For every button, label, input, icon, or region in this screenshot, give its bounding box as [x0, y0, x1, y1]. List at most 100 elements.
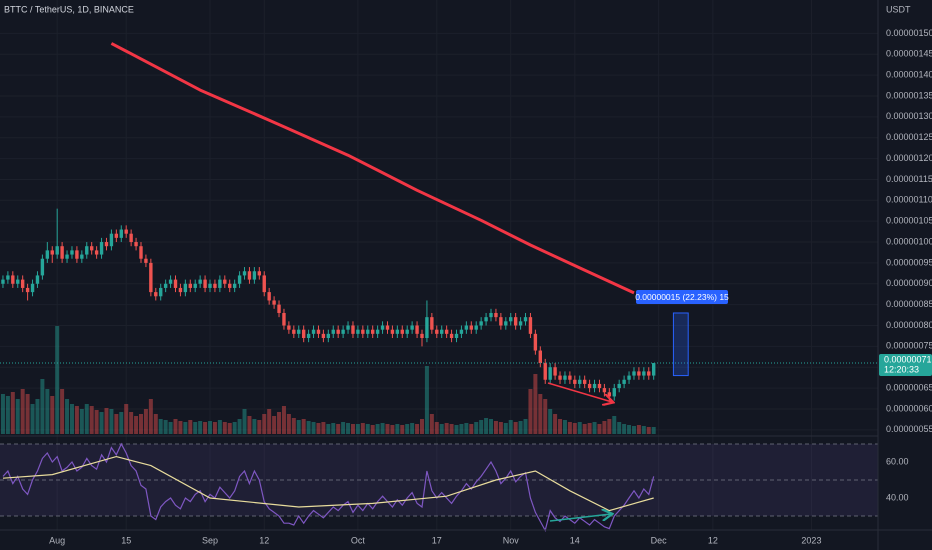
volume-bar — [212, 422, 217, 434]
volume-bar — [533, 374, 538, 434]
y-tick-label: 0.00000065 — [886, 382, 932, 392]
y-tick-label: 0.00000120 — [886, 153, 932, 163]
volume-bar — [153, 414, 158, 434]
volume-bar — [572, 423, 577, 434]
volume-bar — [582, 424, 587, 434]
y-tick-label: 0.00000100 — [886, 236, 932, 246]
candle-body — [533, 333, 538, 351]
candle-body — [597, 383, 602, 389]
volume-bar — [360, 423, 365, 434]
y-tick-label: 0.00000055 — [886, 424, 932, 434]
volume-bar — [79, 409, 84, 434]
volume-bar — [296, 420, 301, 434]
volume-bar — [355, 424, 360, 434]
candle-body — [627, 375, 631, 380]
volume-bar — [208, 421, 213, 434]
volume-bar — [336, 424, 341, 434]
volume-bar — [429, 414, 434, 434]
candle-body — [89, 246, 94, 251]
volume-bar — [10, 392, 15, 434]
candle-body — [70, 250, 74, 255]
candle-body — [617, 383, 621, 389]
candle-body — [193, 283, 197, 288]
candle-body — [469, 325, 473, 330]
volume-bar — [291, 418, 296, 434]
axis-unit: USDT — [886, 4, 911, 14]
candle-body — [213, 283, 217, 288]
candle-body — [306, 333, 311, 339]
volume-bar — [321, 422, 326, 434]
candle-body — [582, 379, 587, 384]
volume-bar — [469, 424, 474, 434]
y-tick-label: 0.00000095 — [886, 257, 932, 267]
candle-body — [262, 275, 266, 293]
volume-bar — [183, 422, 188, 434]
drawn-arrow — [547, 382, 612, 402]
candle-body — [573, 379, 577, 384]
candle-body — [60, 246, 64, 259]
y-tick-label: 0.00000135 — [886, 90, 932, 100]
candle-body — [651, 363, 656, 376]
candle-body — [159, 287, 163, 297]
countdown-label: 12:20:33 — [884, 364, 919, 374]
volume-bar — [94, 410, 99, 434]
volume-bar — [247, 416, 252, 434]
volume-bar — [651, 427, 656, 434]
candle-body — [538, 350, 543, 364]
volume-bar — [237, 419, 242, 434]
volume-bar — [528, 389, 533, 434]
rsi-tick-label: 60.00 — [886, 456, 909, 466]
volume-bar — [553, 414, 558, 434]
y-tick-label: 0.00000150 — [886, 28, 932, 38]
volume-bar — [405, 424, 410, 434]
volume-bar — [124, 404, 129, 434]
volume-bar — [577, 422, 582, 434]
candle-body — [415, 325, 419, 334]
candle-body — [30, 283, 35, 293]
volume-bar — [163, 420, 168, 434]
candle-body — [440, 329, 444, 334]
candle-body — [183, 283, 188, 293]
candle-body — [316, 329, 321, 334]
volume-bar — [350, 424, 355, 434]
volume-bar — [5, 396, 10, 434]
volume-bar — [193, 422, 198, 434]
candle-body — [173, 279, 178, 288]
candle-body — [144, 258, 148, 263]
y-tick-label: 0.00000085 — [886, 299, 932, 309]
moving-average — [110, 42, 635, 295]
y-tick-label: 0.00000110 — [886, 195, 932, 205]
candle-body — [331, 329, 335, 334]
volume-bar — [316, 423, 321, 434]
y-tick-label: 0.00000145 — [886, 49, 932, 59]
volume-bar — [143, 409, 148, 434]
volume-bar — [119, 412, 124, 434]
candle-body — [252, 271, 257, 280]
volume-bar — [365, 424, 370, 434]
candle-body — [134, 242, 138, 247]
candle-body — [267, 292, 271, 301]
candle-body — [297, 329, 301, 334]
volume-bar — [454, 425, 459, 434]
candle-body — [494, 312, 498, 318]
candle-body — [454, 333, 459, 339]
candle-body — [632, 371, 636, 376]
volume-bar — [612, 416, 617, 434]
candle-body — [474, 325, 478, 330]
volume-bar — [597, 424, 602, 434]
candle-body — [45, 250, 50, 259]
candle-body — [647, 371, 651, 376]
candle-body — [435, 329, 439, 334]
candle-body — [277, 304, 281, 313]
volume-bar — [449, 424, 454, 434]
volume-bar — [464, 423, 469, 434]
volume-bar — [498, 422, 503, 434]
candle-body — [104, 242, 109, 247]
volume-bar — [385, 424, 390, 434]
candle-body — [218, 279, 222, 288]
y-tick-label: 0.00000115 — [886, 174, 932, 184]
volume-bar — [326, 424, 331, 434]
volume-bar — [474, 422, 479, 434]
rsi-tick-label: 40.00 — [886, 492, 909, 502]
